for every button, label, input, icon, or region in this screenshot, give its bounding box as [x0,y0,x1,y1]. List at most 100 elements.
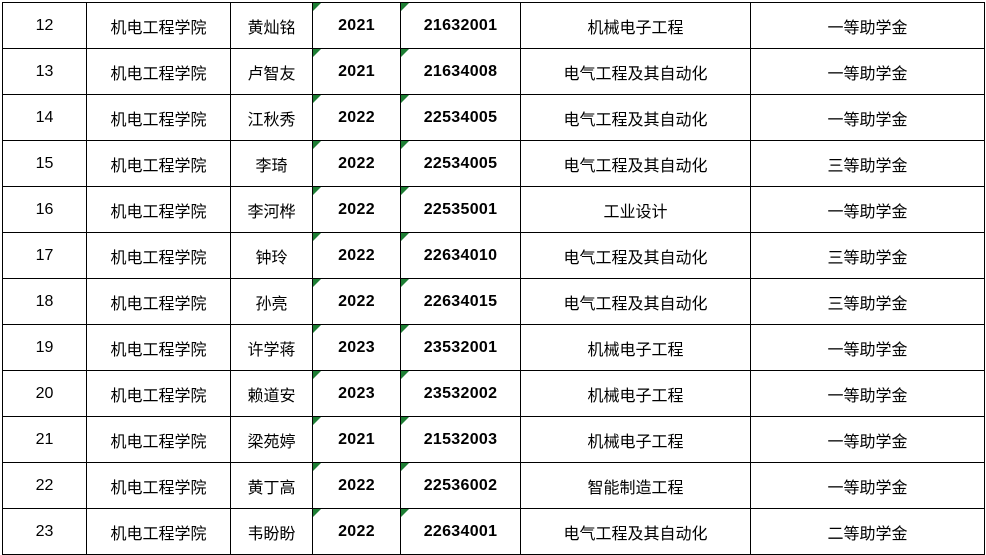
cell-college[interactable]: 机电工程学院 [86,462,231,509]
cell-year[interactable]: 2022 [312,462,401,509]
cell-name[interactable]: 许学蒋 [230,324,313,371]
cell-student-id[interactable]: 22634010 [400,232,521,279]
cell-text: 机电工程学院 [110,65,207,83]
cell-year[interactable]: 2022 [312,94,401,141]
cell-award[interactable]: 一等助学金 [750,94,985,141]
cell-index[interactable]: 21 [2,416,87,463]
cell-index[interactable]: 22 [2,462,87,509]
cell-year[interactable]: 2021 [312,2,401,49]
cell-year[interactable]: 2022 [312,232,401,279]
cell-index[interactable]: 12 [2,2,87,49]
cell-award[interactable]: 一等助学金 [750,186,985,233]
cell-student-id[interactable]: 22634001 [400,508,521,555]
cell-college[interactable]: 机电工程学院 [86,416,231,463]
cell-text: 机电工程学院 [110,295,207,313]
cell-award[interactable]: 一等助学金 [750,2,985,49]
cell-index[interactable]: 13 [2,48,87,95]
cell-college[interactable]: 机电工程学院 [86,370,231,417]
cell-name[interactable]: 江秋秀 [230,94,313,141]
cell-award[interactable]: 三等助学金 [750,232,985,279]
cell-index[interactable]: 14 [2,94,87,141]
cell-major[interactable]: 工业设计 [520,186,751,233]
cell-year[interactable]: 2021 [312,48,401,95]
cell-year[interactable]: 2022 [312,508,401,555]
cell-year[interactable]: 2022 [312,140,401,187]
cell-student-id[interactable]: 21532003 [400,416,521,463]
cell-award[interactable]: 一等助学金 [750,324,985,371]
cell-student-id[interactable]: 23532001 [400,324,521,371]
cell-college[interactable]: 机电工程学院 [86,186,231,233]
cell-name[interactable]: 孙亮 [230,278,313,325]
table-row: 12 机电工程学院 黄灿铭 2021 21632001 机械电子工程 一等助学金 [2,2,985,49]
cell-name[interactable]: 钟玲 [230,232,313,279]
table-row: 18 机电工程学院 孙亮 2022 22634015 电气工程及其自动化 三等助学金 [2,278,985,325]
cell-text: 机械电子工程 [587,341,684,359]
cell-year[interactable]: 2023 [312,370,401,417]
cell-student-id[interactable]: 22634015 [400,278,521,325]
cell-award[interactable]: 三等助学金 [750,140,985,187]
cell-student-id[interactable]: 22534005 [400,94,521,141]
cell-college[interactable]: 机电工程学院 [86,278,231,325]
cell-index[interactable]: 23 [2,508,87,555]
cell-name[interactable]: 黄灿铭 [230,2,313,49]
cell-index[interactable]: 19 [2,324,87,371]
table-row: 17 机电工程学院 钟玲 2022 22634010 电气工程及其自动化 三等助学金 [2,232,985,279]
cell-index[interactable]: 20 [2,370,87,417]
cell-award[interactable]: 二等助学金 [750,508,985,555]
cell-major[interactable]: 机械电子工程 [520,2,751,49]
cell-major[interactable]: 机械电子工程 [520,324,751,371]
cell-major[interactable]: 机械电子工程 [520,416,751,463]
cell-index[interactable]: 15 [2,140,87,187]
cell-major[interactable]: 电气工程及其自动化 [520,94,751,141]
cell-major[interactable]: 机械电子工程 [520,370,751,417]
cell-college[interactable]: 机电工程学院 [86,324,231,371]
cell-index[interactable]: 16 [2,186,87,233]
cell-name[interactable]: 韦盼盼 [230,508,313,555]
cell-year[interactable]: 2022 [312,186,401,233]
cell-name[interactable]: 李琦 [230,140,313,187]
cell-major[interactable]: 电气工程及其自动化 [520,140,751,187]
cell-award[interactable]: 一等助学金 [750,370,985,417]
cell-award[interactable]: 一等助学金 [750,416,985,463]
cell-text: 12 [35,16,54,34]
cell-student-id[interactable]: 23532002 [400,370,521,417]
cell-award[interactable]: 一等助学金 [750,48,985,95]
cell-text: 电气工程及其自动化 [563,65,708,83]
cell-college[interactable]: 机电工程学院 [86,2,231,49]
cell-college[interactable]: 机电工程学院 [86,48,231,95]
cell-major[interactable]: 智能制造工程 [520,462,751,509]
cell-student-id[interactable]: 21632001 [400,2,521,49]
cell-major[interactable]: 电气工程及其自动化 [520,48,751,95]
cell-college[interactable]: 机电工程学院 [86,140,231,187]
cell-text: 22535001 [423,200,498,218]
cell-name[interactable]: 卢智友 [230,48,313,95]
cell-year[interactable]: 2021 [312,416,401,463]
cell-text: 机电工程学院 [110,111,207,129]
cell-text: 江秋秀 [247,111,296,129]
cell-major[interactable]: 电气工程及其自动化 [520,278,751,325]
number-as-text-flag-icon [313,3,321,11]
cell-index[interactable]: 18 [2,278,87,325]
cell-student-id[interactable]: 21634008 [400,48,521,95]
cell-student-id[interactable]: 22534005 [400,140,521,187]
cell-year[interactable]: 2023 [312,324,401,371]
cell-major[interactable]: 电气工程及其自动化 [520,232,751,279]
cell-student-id[interactable]: 22535001 [400,186,521,233]
cell-name[interactable]: 黄丁高 [230,462,313,509]
cell-name[interactable]: 赖道安 [230,370,313,417]
cell-name[interactable]: 李河桦 [230,186,313,233]
cell-college[interactable]: 机电工程学院 [86,232,231,279]
cell-college[interactable]: 机电工程学院 [86,94,231,141]
cell-text: 机电工程学院 [110,249,207,267]
cell-text: 21 [35,430,54,448]
cell-college[interactable]: 机电工程学院 [86,508,231,555]
cell-year[interactable]: 2022 [312,278,401,325]
cell-major[interactable]: 电气工程及其自动化 [520,508,751,555]
cell-text: 机电工程学院 [110,479,207,497]
cell-index[interactable]: 17 [2,232,87,279]
cell-award[interactable]: 一等助学金 [750,462,985,509]
cell-award[interactable]: 三等助学金 [750,278,985,325]
cell-name[interactable]: 梁苑婷 [230,416,313,463]
cell-student-id[interactable]: 22536002 [400,462,521,509]
